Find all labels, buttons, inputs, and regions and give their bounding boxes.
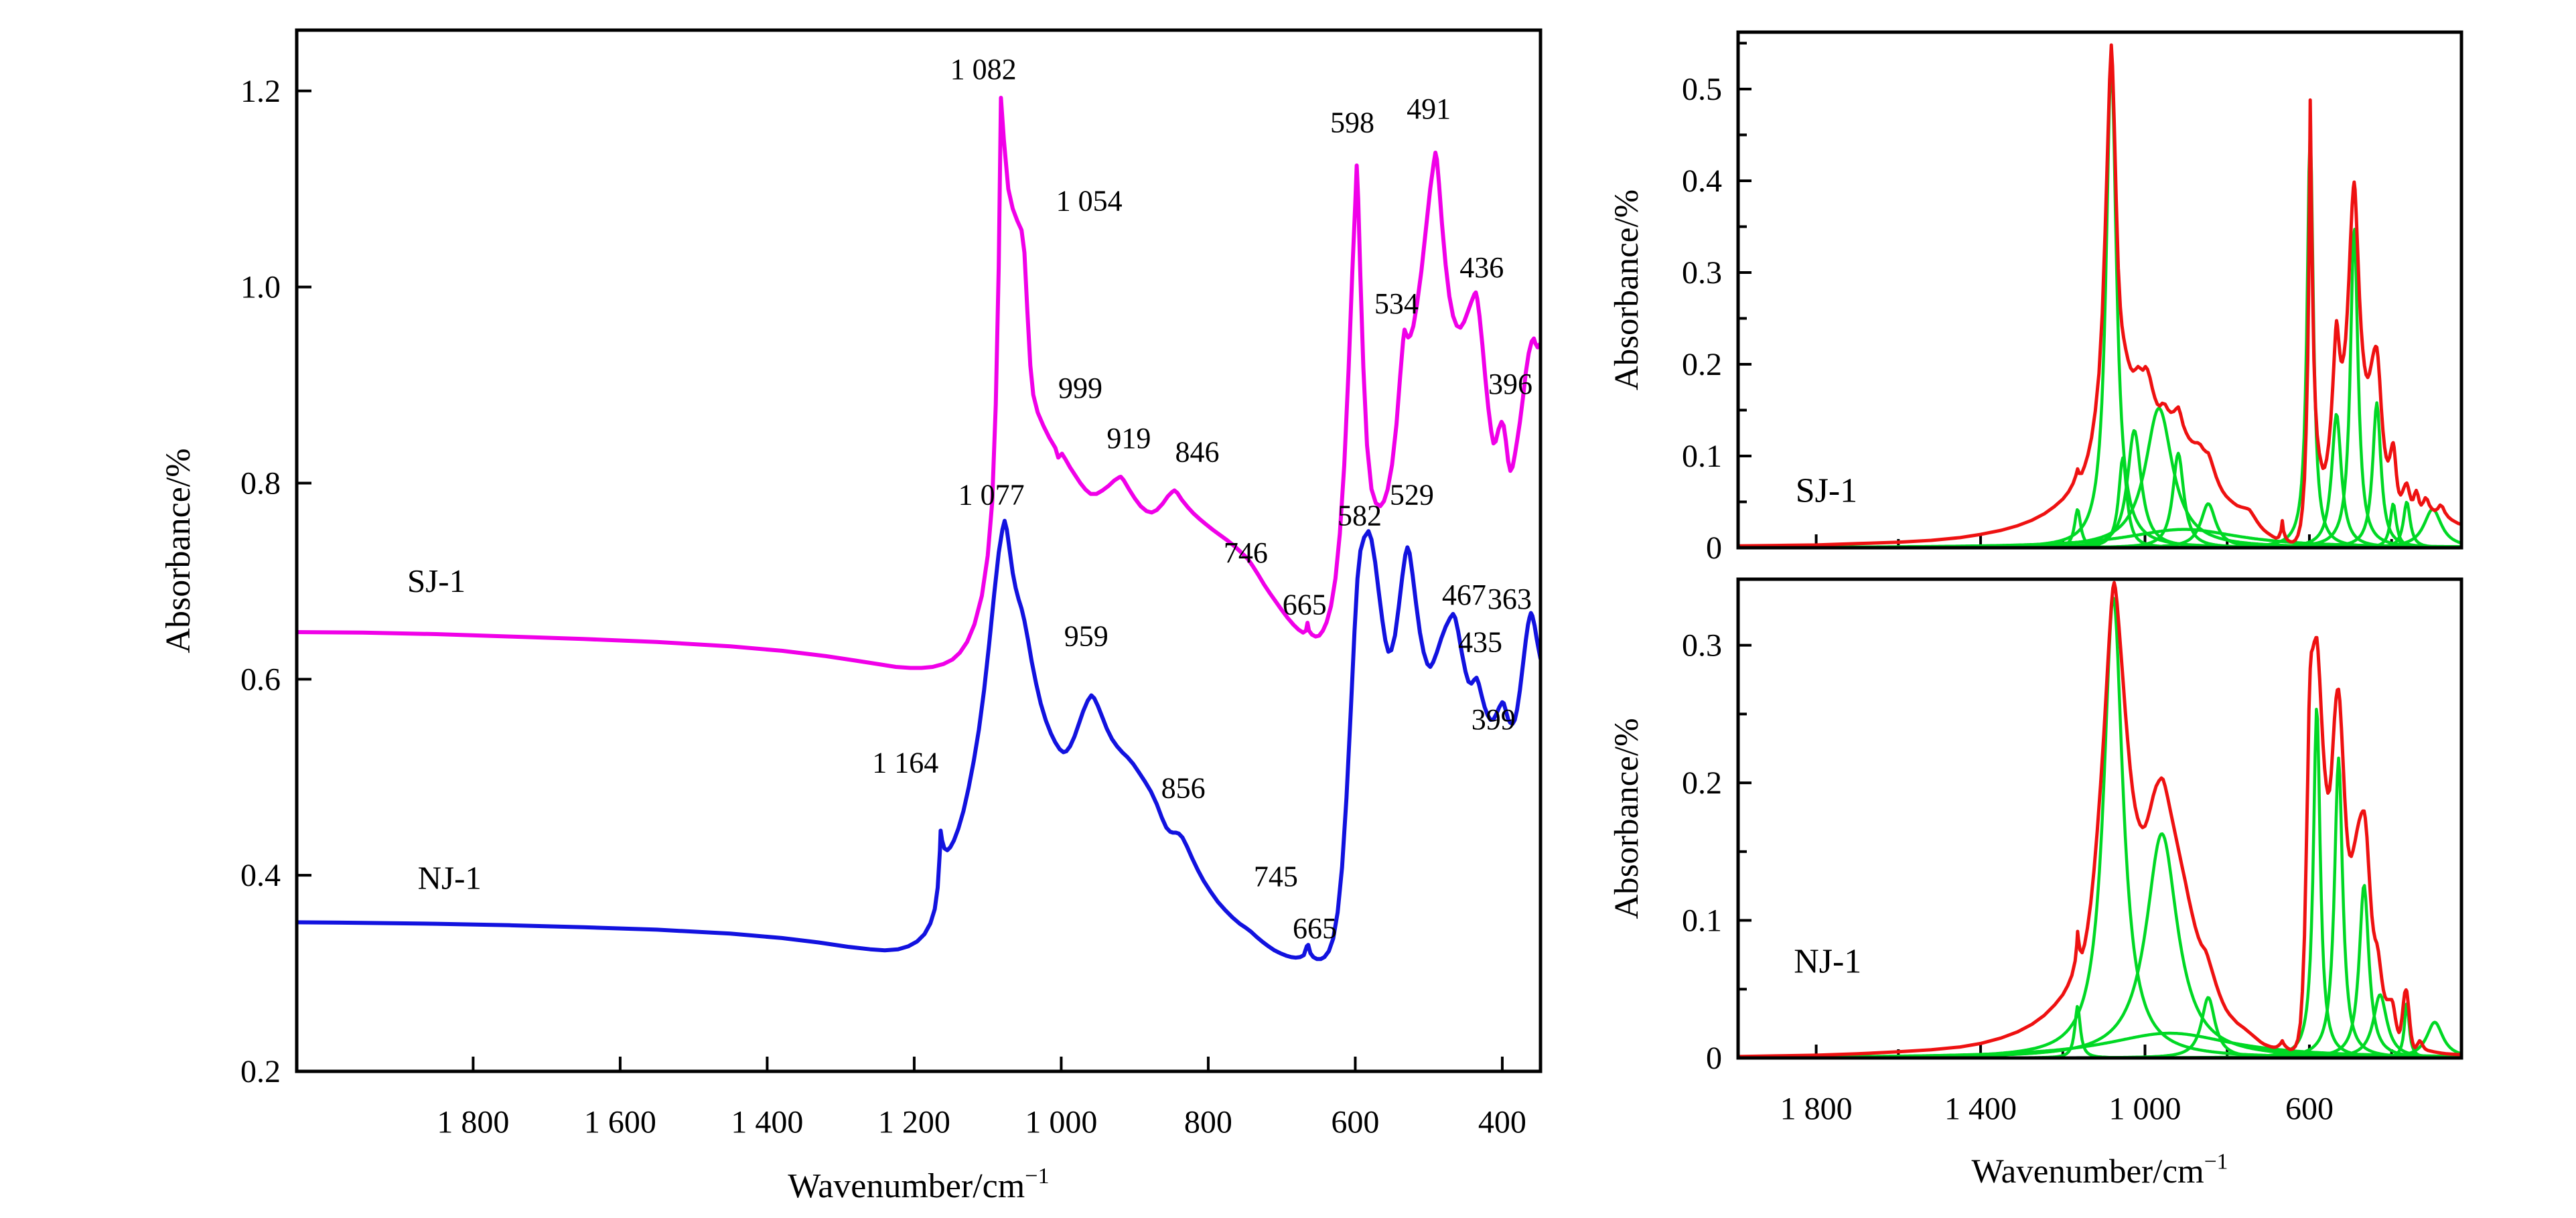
peak-label: 746 bbox=[1224, 536, 1268, 569]
peak-label: 582 bbox=[1338, 499, 1382, 532]
peak-label: 959 bbox=[1064, 620, 1108, 653]
x-tick-label: 1 000 bbox=[2109, 1091, 2181, 1127]
peak-label: 399 bbox=[1472, 703, 1516, 736]
peak-label: 999 bbox=[1058, 372, 1102, 404]
peak-label: 534 bbox=[1374, 287, 1419, 320]
y-tick-label: 0.3 bbox=[1682, 628, 1722, 664]
sample-name-label: NJ-1 bbox=[1794, 943, 1861, 981]
peak-label: 665 bbox=[1293, 912, 1337, 945]
y-tick-label: 0 bbox=[1706, 1041, 1722, 1076]
peak-label: 1 077 bbox=[958, 479, 1025, 512]
peak-label: 436 bbox=[1459, 251, 1504, 284]
y-axis-title: Absorbance/% bbox=[1608, 718, 1646, 919]
x-axis-title: Wavenumber/cm−1 bbox=[788, 1163, 1049, 1205]
spectrum-curve-nj-1-fit bbox=[1738, 581, 2461, 1058]
axis-ticks bbox=[297, 89, 1504, 1073]
peak-label: 529 bbox=[1390, 479, 1434, 512]
spectrum-curve-nj-1 bbox=[297, 518, 1541, 962]
peak-label: 1 164 bbox=[872, 746, 938, 779]
peak-label: 467 bbox=[1442, 579, 1486, 611]
peak-label: 363 bbox=[1488, 583, 1532, 615]
sample-name-label: SJ-1 bbox=[1796, 471, 1857, 510]
plot-frame bbox=[1736, 30, 2463, 550]
peak-label: 598 bbox=[1330, 106, 1374, 139]
spectrum-curve-sj-1-fit bbox=[1738, 43, 2461, 548]
component-peak-curve bbox=[1738, 1004, 2461, 1058]
plot-frame bbox=[295, 28, 1543, 1073]
y-tick-label: 0.4 bbox=[240, 858, 281, 893]
series-curves bbox=[297, 96, 1541, 962]
x-tick-label: 600 bbox=[1331, 1105, 1379, 1140]
x-tick-label: 1 800 bbox=[1780, 1091, 1853, 1127]
y-tick-label: 0.3 bbox=[1682, 255, 1722, 291]
tick-labels: 1 800 1 400 1 000 600 0 0.1 0.2 0.3 bbox=[1682, 628, 2334, 1127]
axis-ticks bbox=[1738, 643, 2393, 1059]
x-tick-label: 1 800 bbox=[437, 1105, 509, 1140]
x-tick-label: 1 400 bbox=[731, 1105, 803, 1140]
y-axis-title: Absorbance/% bbox=[159, 448, 198, 653]
x-tick-label: 600 bbox=[2285, 1091, 2334, 1127]
y-tick-label: 0.2 bbox=[1682, 347, 1722, 382]
y-tick-label: 0.8 bbox=[240, 465, 281, 501]
fit-components bbox=[1738, 596, 2461, 1058]
x-tick-label: 800 bbox=[1184, 1105, 1232, 1140]
spectrum-curve-sj-1 bbox=[297, 96, 1541, 670]
series-curves bbox=[1738, 43, 2461, 548]
y-tick-label: 0.1 bbox=[1682, 903, 1722, 939]
peak-label: 1 082 bbox=[950, 53, 1017, 86]
y-tick-label: 0.2 bbox=[1682, 765, 1722, 801]
x-tick-label: 1 400 bbox=[1944, 1091, 2017, 1127]
chart-left-spectra: 1 800 1 600 1 400 1 200 1 000 800 600 400 0.2 0.4… bbox=[159, 28, 1543, 1205]
x-tick-label: 400 bbox=[1478, 1105, 1526, 1140]
peak-label: 856 bbox=[1161, 771, 1206, 804]
peak-label: 846 bbox=[1175, 435, 1219, 468]
chart-nj1-deconvolution: 1 800 1 400 1 000 600 0 0.1 0.2 0.3 Wavenumber/c… bbox=[1608, 577, 2463, 1191]
y-tick-label: 0.5 bbox=[1682, 72, 1722, 107]
x-tick-label: 1 000 bbox=[1025, 1105, 1097, 1140]
x-axis-title: Wavenumber/cm−1 bbox=[1972, 1150, 2228, 1191]
peak-label: 919 bbox=[1106, 422, 1151, 455]
y-axis-title: Absorbance/% bbox=[1608, 189, 1646, 390]
component-peak-curve bbox=[1738, 1002, 2461, 1058]
y-tick-label: 0.2 bbox=[240, 1054, 281, 1089]
plot-frame bbox=[1736, 577, 2463, 1060]
peak-label: 1 054 bbox=[1056, 184, 1123, 217]
x-tick-label: 1 200 bbox=[878, 1105, 950, 1140]
y-tick-label: 0.4 bbox=[1682, 163, 1722, 199]
sample-name-label: SJ-1 bbox=[407, 562, 466, 599]
y-tick-label: 1.2 bbox=[240, 74, 281, 109]
y-tick-label: 0 bbox=[1706, 530, 1722, 566]
peak-label: 396 bbox=[1488, 368, 1532, 400]
chart-sj1-deconvolution: 0 0.1 0.2 0.3 0.4 0.5 Absorbance/% SJ-1 bbox=[1608, 30, 2463, 566]
peak-label: 745 bbox=[1254, 860, 1298, 893]
sample-name-label: NJ-1 bbox=[418, 860, 482, 897]
tick-labels: 1 800 1 600 1 400 1 200 1 000 800 600 400 0.2 0.4… bbox=[240, 74, 1526, 1140]
peak-label: 491 bbox=[1407, 92, 1451, 125]
y-tick-label: 1.0 bbox=[240, 270, 281, 305]
tick-labels: 0 0.1 0.2 0.3 0.4 0.5 bbox=[1682, 72, 1722, 566]
peak-label: 435 bbox=[1458, 625, 1502, 658]
series-curves bbox=[1738, 581, 2461, 1058]
peak-label: 665 bbox=[1283, 589, 1327, 621]
component-peak-curve bbox=[1738, 596, 2461, 1058]
y-tick-label: 0.1 bbox=[1682, 439, 1722, 474]
y-tick-label: 0.6 bbox=[240, 662, 281, 697]
x-tick-label: 1 600 bbox=[584, 1105, 656, 1140]
